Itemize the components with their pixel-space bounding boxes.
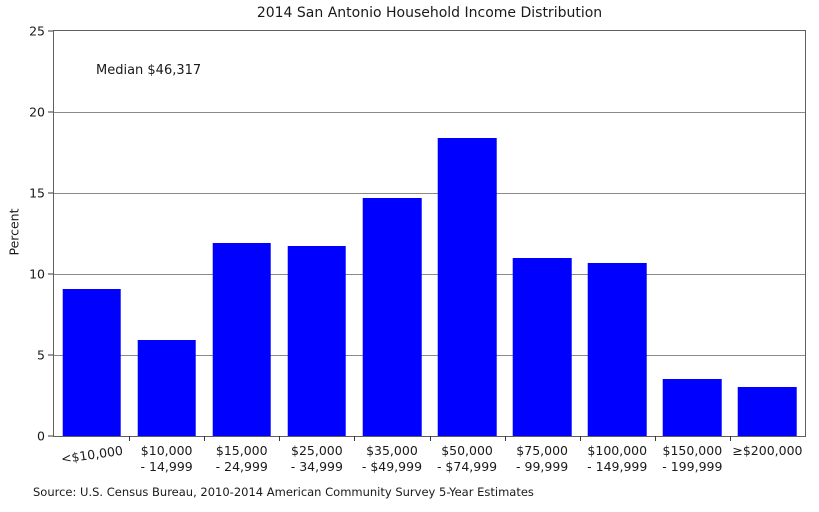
y-tick-label: 5: [37, 347, 45, 363]
bar: [287, 246, 347, 436]
x-tick-label: $25,000- 34,999: [291, 443, 343, 475]
bar: [437, 137, 497, 436]
y-tick-mark: [48, 30, 53, 32]
x-tick-mark: [429, 436, 431, 441]
x-tick-label-line: $150,000: [662, 443, 723, 458]
x-tick-label-line: - 199,999: [662, 459, 723, 474]
bar: [738, 387, 797, 436]
x-tick-label: $50,000- $74,999: [437, 443, 497, 475]
x-tick-label-line: <$10,000: [59, 442, 124, 467]
x-tick-label-line: - 99,999: [516, 459, 569, 474]
x-tick-label: $35,000- $49,999: [362, 443, 422, 475]
y-tick-mark: [48, 273, 53, 275]
x-tick-label: $10,000- 14,999: [141, 443, 193, 475]
x-tick-label-line: $75,000: [516, 443, 568, 458]
x-tick-label-line: $10,000: [140, 443, 193, 458]
x-tick-label-line: $35,000: [366, 443, 418, 458]
gridline: [54, 355, 805, 356]
plot-area: Median $46,317 0 5 10 15 20 25 <$10,000 $10,000…: [29, 24, 806, 474]
y-axis-label: Percent: [6, 208, 22, 256]
gridline: [54, 274, 805, 275]
x-tick-mark: [729, 436, 731, 441]
x-tick-label: $150,000- 199,999: [662, 443, 722, 475]
bar: [663, 379, 722, 436]
bar: [137, 340, 196, 436]
y-tick-mark: [48, 435, 53, 437]
x-tick-label: ≥$200,000: [732, 443, 802, 459]
median-annotation: Median $46,317: [96, 63, 202, 78]
bar: [362, 197, 422, 436]
y-tick-label: 10: [29, 266, 45, 282]
x-tick-label-line: $25,000: [290, 443, 343, 458]
y-tick-label: 15: [29, 185, 45, 201]
bar: [62, 288, 121, 436]
x-tick-mark: [579, 436, 581, 441]
bar: [587, 262, 647, 436]
y-tick-mark: [48, 111, 53, 113]
x-tick-label-line: $50,000: [441, 443, 493, 458]
x-tick-mark: [654, 436, 656, 441]
source-note: Source: U.S. Census Bureau, 2010-2014 Am…: [33, 485, 534, 499]
y-tick-mark: [48, 192, 53, 194]
x-tick-label-line: - 24,999: [215, 459, 268, 474]
bar: [212, 243, 272, 436]
gridline: [54, 112, 805, 113]
y-tick-label: 20: [29, 104, 45, 120]
x-tick-label: $15,000- 24,999: [216, 443, 268, 475]
y-tick-mark: [48, 354, 53, 356]
x-tick-label-line: ≥$200,000: [732, 443, 803, 458]
x-tick-label-line: $100,000: [587, 443, 648, 458]
x-tick-mark: [279, 436, 281, 441]
x-tick-mark: [129, 436, 131, 441]
x-tick-label-line: - $74,999: [436, 459, 498, 474]
x-tick-label-line: $15,000: [215, 443, 268, 458]
x-tick-label-line: - $49,999: [361, 459, 423, 474]
x-tick-label: $75,000- 99,999: [516, 443, 568, 475]
y-tick-label: 25: [29, 23, 45, 39]
x-tick-label: $100,000- 149,999: [587, 443, 647, 475]
x-tick-label-line: - 34,999: [290, 459, 343, 474]
bar: [512, 257, 572, 436]
gridline: [54, 193, 805, 194]
x-tick-mark: [504, 436, 506, 441]
chart-title: 2014 San Antonio Household Income Distri…: [256, 5, 603, 21]
x-tick-label-line: - 149,999: [587, 459, 648, 474]
x-tick-mark: [204, 436, 206, 441]
x-tick-mark: [354, 436, 356, 441]
x-tick-label: <$10,000: [60, 443, 124, 467]
x-tick-label-line: - 14,999: [140, 459, 193, 474]
y-tick-label: 0: [37, 428, 45, 444]
